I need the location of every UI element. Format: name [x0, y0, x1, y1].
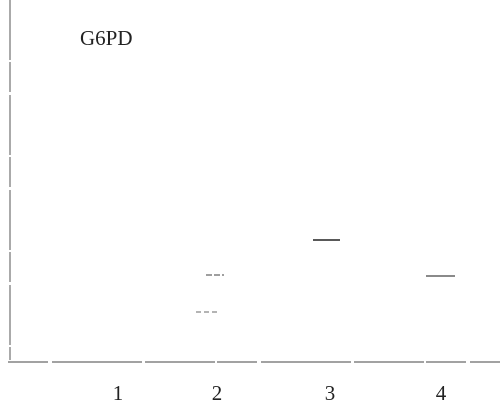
lane-label: 2: [212, 381, 223, 404]
lane-label: 3: [325, 381, 336, 404]
background: [0, 0, 501, 404]
lane-label: 4: [436, 381, 447, 404]
lane-label: 1: [113, 381, 124, 404]
gel-figure: G6PD 1 2 3 4: [0, 0, 501, 404]
gel-title: G6PD: [80, 26, 133, 50]
